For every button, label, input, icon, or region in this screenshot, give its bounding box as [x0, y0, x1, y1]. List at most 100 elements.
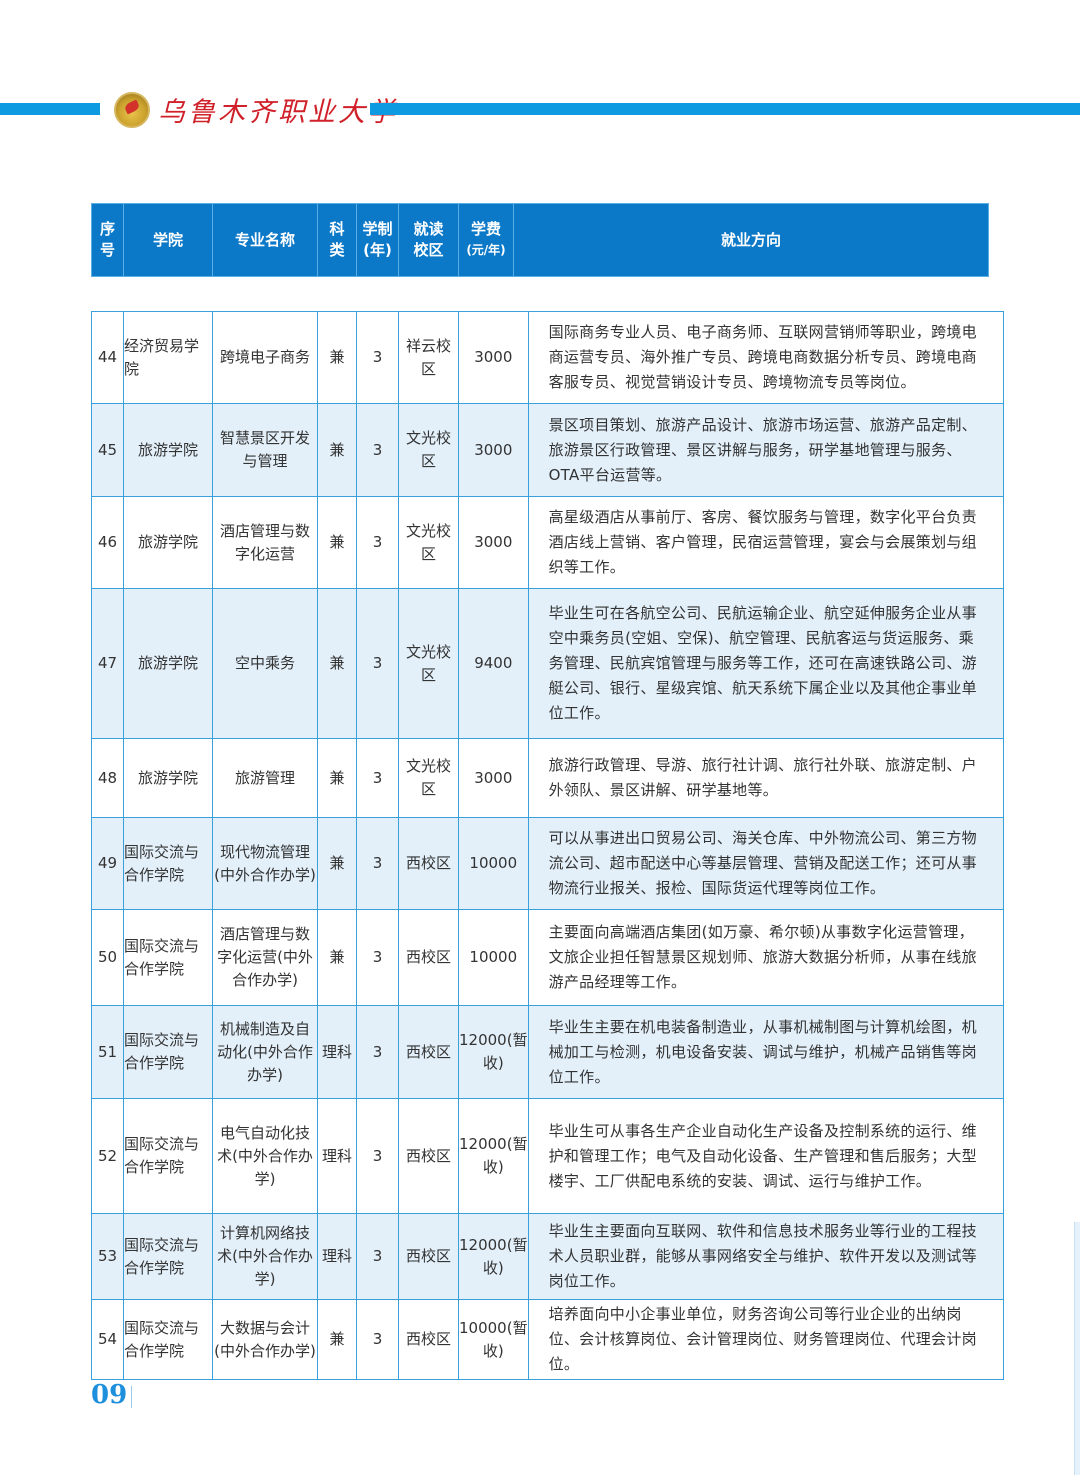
- row-number: 44: [91, 311, 124, 404]
- school-name: 乌鲁木齐职业大学: [158, 97, 398, 128]
- col-fee-label: 学费: [470, 220, 501, 238]
- years: 3: [356, 311, 399, 404]
- years: 3: [356, 909, 399, 1006]
- table-row: 54 国际交流与合作学院 大数据与会计(中外合作办学) 兼 3 西校区 10000(暂收) 培…: [91, 1299, 1004, 1380]
- college: 国际交流与合作学院: [123, 1005, 213, 1099]
- major-name: 空中乘务: [212, 588, 318, 739]
- years: 3: [356, 1098, 399, 1214]
- table-row: 51 国际交流与合作学院 机械制造及自动化(中外合作办学) 理科 3 西校区 12000(暂…: [91, 1005, 1004, 1099]
- col-fee-unit: (元/年): [466, 243, 506, 257]
- college: 旅游学院: [123, 588, 213, 739]
- table-row: 47 旅游学院 空中乘务兼 3 文光校区 9400 毕业生可在各航空公司、民航运输企业、航空…: [91, 588, 1004, 739]
- category: 兼: [317, 311, 357, 404]
- col-no: 序 号: [91, 203, 124, 277]
- campus: 文光校区: [398, 738, 459, 818]
- years: 3: [356, 403, 399, 497]
- major-name: 大数据与会计(中外合作办学): [212, 1299, 318, 1380]
- college: 国际交流与合作学院: [123, 1299, 213, 1380]
- row-number: 48: [91, 738, 124, 818]
- campus: 西校区: [398, 1098, 459, 1214]
- col-campus: 就读 校区: [398, 203, 459, 277]
- major-name: 跨境电子商务: [212, 311, 318, 404]
- category: 兼: [317, 909, 357, 1006]
- col-category: 科 类: [317, 203, 357, 277]
- years: 3: [356, 588, 399, 739]
- career-direction: 景区项目策划、旅游产品设计、旅游市场运营、旅游产品定制、旅游景区行政管理、景区讲…: [527, 403, 1004, 497]
- tuition-fee: 12000(暂收): [458, 1213, 529, 1300]
- table-header: 序 号 学院 专业名称 科 类 学制 (年) 就读 校区 学费 (元/年) 就业方…: [91, 203, 989, 277]
- row-number: 50: [91, 909, 124, 1006]
- college: 旅游学院: [123, 496, 213, 589]
- col-major: 专业名称: [212, 203, 318, 277]
- years: 3: [356, 817, 399, 910]
- years: 3: [356, 496, 399, 589]
- college: 国际交流与合作学院: [123, 1213, 213, 1300]
- career-direction: 旅游行政管理、导游、旅行社计调、旅行社外联、旅游定制、户外领队、景区讲解、研学基…: [527, 738, 1004, 818]
- campus: 西校区: [398, 1005, 459, 1099]
- school-logo-icon: [114, 92, 150, 128]
- years: 3: [356, 738, 399, 818]
- category: 兼: [317, 496, 357, 589]
- career-direction: 国际商务专业人员、电子商务师、互联网营销师等职业，跨境电商运营专员、海外推广专员…: [527, 311, 1004, 404]
- career-direction: 可以从事进出口贸易公司、海关仓库、中外物流公司、第三方物流公司、超市配送中心等基…: [527, 817, 1004, 910]
- college: 经济贸易学院: [123, 311, 213, 404]
- career-direction: 毕业生主要在机电装备制造业，从事机械制图与计算机绘图，机械加工与检测，机电设备安…: [527, 1005, 1004, 1099]
- campus: 西校区: [398, 1299, 459, 1380]
- row-number: 51: [91, 1005, 124, 1099]
- career-direction: 主要面向高端酒店集团(如万豪、希尔顿)从事数字化运营管理，文旅企业担任智慧景区规…: [527, 909, 1004, 1006]
- major-name: 计算机网络技术(中外合作办学): [212, 1213, 318, 1300]
- major-name: 旅游管理: [212, 738, 318, 818]
- campus: 祥云校区: [398, 311, 459, 404]
- campus: 西校区: [398, 817, 459, 910]
- tuition-fee: 3000: [458, 311, 529, 404]
- career-direction: 毕业生主要面向互联网、软件和信息技术服务业等行业的工程技术人员职业群，能够从事网…: [527, 1213, 1004, 1300]
- header-stripe-left: [0, 103, 100, 115]
- tuition-fee: 3000: [458, 496, 529, 589]
- major-name: 酒店管理与数字化运营: [212, 496, 318, 589]
- category: 兼: [317, 403, 357, 497]
- col-college: 学院: [123, 203, 213, 277]
- years: 3: [356, 1213, 399, 1300]
- table-row: 49 国际交流与合作学院 现代物流管理(中外合作办学) 兼 3 西校区 10000 可以从事进…: [91, 817, 1004, 910]
- college: 旅游学院: [123, 738, 213, 818]
- career-direction: 高星级酒店从事前厅、客房、餐饮服务与管理，数字化平台负责酒店线上营销、客户管理，…: [527, 496, 1004, 589]
- category: 兼: [317, 817, 357, 910]
- table-row: 46 旅游学院 酒店管理与数字化运营兼 3 文光校区 3000 高星级酒店从事前厅、客房、餐…: [91, 496, 1004, 589]
- category: 兼: [317, 738, 357, 818]
- col-fee: 学费 (元/年): [458, 203, 514, 277]
- table-row: 50 国际交流与合作学院 酒店管理与数字化运营(中外合作办学) 兼 3 西校区 10000 主…: [91, 909, 1004, 1006]
- row-number: 46: [91, 496, 124, 589]
- years: 3: [356, 1299, 399, 1380]
- tuition-fee: 3000: [458, 403, 529, 497]
- major-name: 电气自动化技术(中外合作办学): [212, 1098, 318, 1214]
- college: 国际交流与合作学院: [123, 1098, 213, 1214]
- table-row: 48 旅游学院 旅游管理兼 3 文光校区 3000 旅游行政管理、导游、旅行社计调、旅行社外…: [91, 738, 1004, 818]
- table-row: 52 国际交流与合作学院 电气自动化技术(中外合作办学) 理科 3 西校区 12000(暂收…: [91, 1098, 1004, 1214]
- campus: 文光校区: [398, 588, 459, 739]
- college: 国际交流与合作学院: [123, 817, 213, 910]
- majors-table: 44 经济贸易学院 跨境电子商务兼 3 祥云校区 3000 国际商务专业人员、电子商务师、互…: [91, 311, 1004, 1380]
- major-name: 现代物流管理(中外合作办学): [212, 817, 318, 910]
- tuition-fee: 12000(暂收): [458, 1098, 529, 1214]
- page-number: 09: [91, 1380, 128, 1410]
- row-number: 54: [91, 1299, 124, 1380]
- career-direction: 毕业生可在各航空公司、民航运输企业、航空延伸服务企业从事空中乘务员(空姐、空保)…: [527, 588, 1004, 739]
- col-years: 学制 (年): [356, 203, 399, 277]
- row-number: 53: [91, 1213, 124, 1300]
- category: 理科: [317, 1005, 357, 1099]
- tuition-fee: 10000: [458, 817, 529, 910]
- header-stripe-right: [370, 103, 1080, 115]
- tuition-fee: 10000(暂收): [458, 1299, 529, 1380]
- category: 理科: [317, 1098, 357, 1214]
- years: 3: [356, 1005, 399, 1099]
- career-direction: 毕业生可从事各生产企业自动化生产设备及控制系统的运行、维护和管理工作；电气及自动…: [527, 1098, 1004, 1214]
- table-row: 44 经济贸易学院 跨境电子商务兼 3 祥云校区 3000 国际商务专业人员、电子商务师、互…: [91, 311, 1004, 404]
- campus: 文光校区: [398, 403, 459, 497]
- table-row: 53 国际交流与合作学院 计算机网络技术(中外合作办学) 理科 3 西校区 12000(暂收…: [91, 1213, 1004, 1300]
- page-number-divider: [131, 1386, 132, 1408]
- page-edge-decoration: [1074, 1222, 1080, 1475]
- major-name: 酒店管理与数字化运营(中外合作办学): [212, 909, 318, 1006]
- college: 国际交流与合作学院: [123, 909, 213, 1006]
- career-direction: 培养面向中小企事业单位，财务咨询公司等行业企业的出纳岗位、会计核算岗位、会计管理…: [527, 1299, 1004, 1380]
- campus: 西校区: [398, 1213, 459, 1300]
